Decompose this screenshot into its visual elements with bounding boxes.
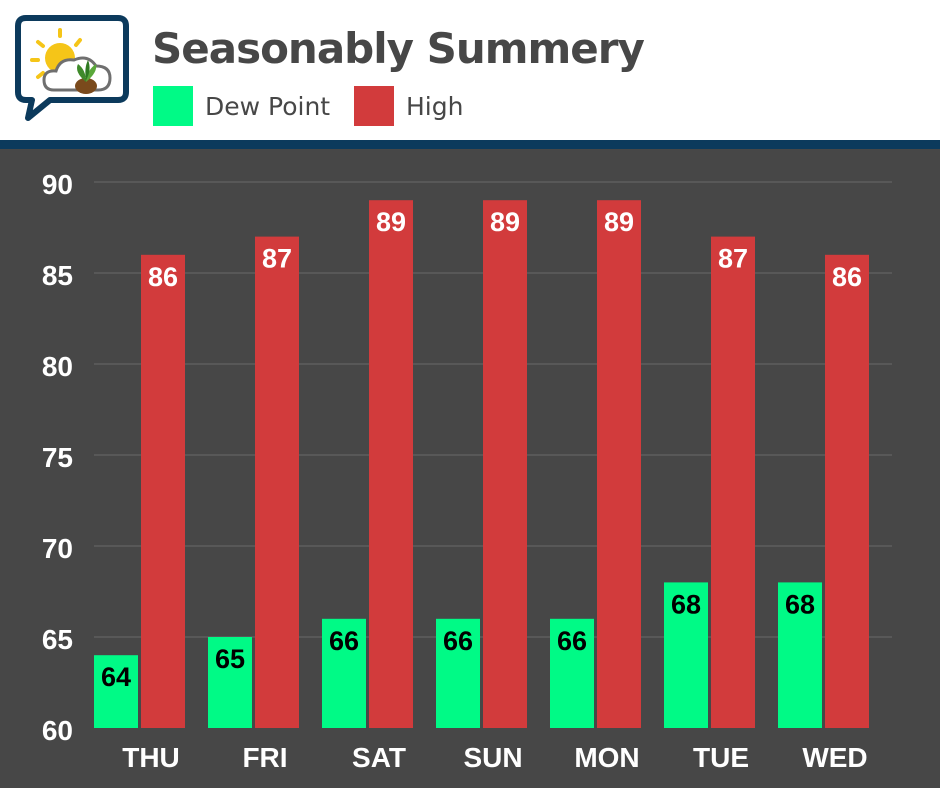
header: Seasonably Summery Dew Point High: [0, 0, 940, 140]
legend-label-dew-point: Dew Point: [205, 91, 331, 121]
chart-title: Seasonably Summery: [152, 24, 645, 73]
dew-point-data-label: 65: [215, 644, 245, 674]
y-tick-label: 70: [42, 533, 73, 564]
high-bar: [141, 254, 185, 729]
high-data-label: 89: [376, 207, 406, 237]
high-bar: [825, 254, 869, 729]
high-data-label: 89: [490, 207, 520, 237]
legend-swatch-high: [354, 86, 394, 126]
dew-point-bar: [94, 655, 138, 728]
y-tick-label: 60: [42, 715, 73, 746]
weather-logo-icon: [15, 15, 129, 121]
dew-point-data-label: 68: [785, 589, 815, 619]
dew-point-bar: [778, 582, 822, 728]
legend-item-high: High: [354, 86, 463, 126]
high-bar: [369, 200, 413, 728]
high-data-label: 89: [604, 207, 634, 237]
dew-point-data-label: 66: [329, 626, 359, 656]
dew-point-bar: [322, 618, 366, 728]
x-category-label: SAT: [352, 742, 406, 773]
bar-chart: 60 65 70 75 80 85 90 64 86 THU 65 87 FRI 66 89 SAT 66 89 S…: [42, 169, 892, 773]
high-bar: [255, 236, 299, 728]
x-category-label: FRI: [242, 742, 287, 773]
x-category-label: WED: [802, 742, 867, 773]
header-divider: [0, 140, 940, 149]
dew-point-bar: [436, 618, 480, 728]
y-tick-label: 65: [42, 624, 73, 655]
dew-point-data-label: 66: [557, 626, 587, 656]
legend-label-high: High: [406, 91, 464, 121]
dew-point-data-label: 66: [443, 626, 473, 656]
high-data-label: 86: [148, 262, 178, 292]
x-category-label: THU: [122, 742, 180, 773]
x-category-label: MON: [574, 742, 639, 773]
legend-item-dew-point: Dew Point: [153, 86, 330, 126]
y-tick-label: 75: [42, 442, 73, 473]
legend-swatch-dew-point: [153, 86, 193, 126]
y-tick-label: 80: [42, 351, 73, 382]
dew-point-data-label: 64: [101, 662, 131, 692]
dew-point-bar: [664, 582, 708, 728]
high-bar: [711, 236, 755, 728]
y-tick-label: 90: [42, 169, 73, 200]
y-tick-label: 85: [42, 260, 73, 291]
x-category-label: TUE: [693, 742, 749, 773]
high-bar: [597, 200, 641, 728]
dew-point-data-label: 68: [671, 589, 701, 619]
high-bar: [483, 200, 527, 728]
dew-point-bar: [550, 618, 594, 728]
high-data-label: 87: [718, 244, 748, 274]
high-data-label: 86: [832, 262, 862, 292]
x-category-label: SUN: [463, 742, 522, 773]
dew-point-bar: [208, 637, 252, 728]
high-data-label: 87: [262, 244, 292, 274]
